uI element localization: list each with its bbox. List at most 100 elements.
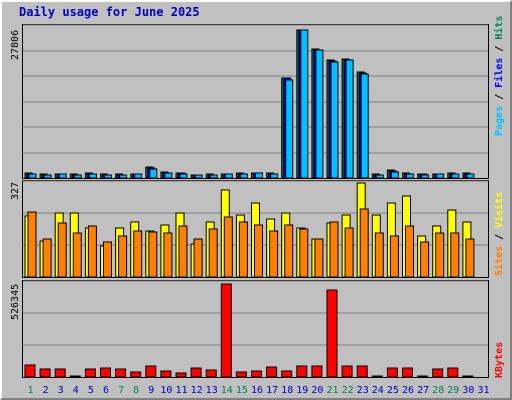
bar-pages-16 [255,172,263,179]
x-tick-label-14: 14 [221,385,233,396]
bar-sites-8 [133,230,143,278]
bar-pages-4 [73,174,82,179]
x-tick-label-19: 19 [296,385,308,396]
bar-pages-15 [239,173,248,179]
bar-pages-22 [345,59,354,179]
x-tick-label-20: 20 [311,385,323,396]
x-tick-label-7: 7 [118,385,124,396]
bar-pages-23 [360,73,369,179]
bar-kbytes-5 [84,368,96,378]
x-tick-label-13: 13 [206,385,218,396]
bar-kbytes-29 [447,367,459,378]
bar-kbytes-2 [39,368,51,378]
bar-pages-6 [104,174,112,179]
x-tick-label-31: 31 [477,385,489,396]
x-tick-label-8: 8 [133,385,139,396]
x-tick-label-12: 12 [191,385,203,396]
x-tick-label-16: 16 [251,385,263,396]
bar-sites-28 [435,232,445,278]
x-tick-label-6: 6 [103,385,109,396]
bar-sites-20 [314,238,324,278]
x-tick-label-5: 5 [88,385,94,396]
bar-sites-13 [208,228,218,278]
bar-pages-9 [149,168,158,179]
bar-sites-18 [284,224,294,278]
x-tick-label-22: 22 [342,385,354,396]
bar-kbytes-25 [386,367,398,378]
bar-sites-10 [163,232,173,278]
bar-pages-21 [330,61,339,179]
bar-sites-15 [238,221,248,278]
bar-sites-3 [57,222,67,278]
bar-sites-21 [329,221,339,278]
bar-sites-26 [405,225,414,278]
bar-kbytes-23 [356,365,368,378]
bar-kbytes-26 [402,367,413,378]
bar-pages-28 [436,173,445,179]
bar-sites-24 [374,232,384,278]
bar-kbytes-15 [235,371,247,378]
bar-sites-29 [450,232,460,278]
x-tick-label-18: 18 [281,385,293,396]
bar-kbytes-20 [311,365,323,378]
bar-pages-25 [390,171,399,179]
bar-kbytes-18 [281,370,293,378]
bar-kbytes-6 [100,367,111,378]
bar-sites-25 [389,235,399,278]
bar-pages-17 [270,173,279,179]
x-tick-label-25: 25 [387,385,399,396]
bar-sites-27 [420,241,430,278]
bar-kbytes-1 [24,364,36,378]
x-tick-label-26: 26 [402,385,414,396]
bar-pages-5 [88,173,97,179]
bar-pages-14 [224,173,233,179]
bar-kbytes-8 [130,371,142,378]
chart-title: Daily usage for June 2025 [19,5,200,19]
bar-sites-7 [118,235,128,278]
bar-pages-27 [421,174,430,179]
bar-sites-11 [178,225,188,278]
bar-sites-23 [359,208,369,278]
x-tick-label-21: 21 [326,385,338,396]
bar-kbytes-19 [296,365,308,378]
bar-kbytes-3 [54,368,66,378]
x-tick-label-17: 17 [266,385,278,396]
bar-pages-7 [119,174,128,179]
bar-sites-4 [72,232,82,278]
bar-pages-12 [194,174,203,179]
bar-kbytes-11 [175,372,187,378]
x-tick-label-11: 11 [175,385,187,396]
bar-pages-29 [451,173,460,179]
bar-pages-2 [43,174,52,179]
x-tick-label-23: 23 [357,385,369,396]
bar-pages-1 [28,173,37,179]
bar-pages-11 [179,173,188,179]
bar-kbytes-10 [160,370,172,378]
bar-kbytes-27 [417,375,429,378]
bar-pages-18 [285,79,294,179]
bar-sites-30 [465,238,475,278]
bar-kbytes-24 [371,375,383,378]
bar-kbytes-17 [266,366,278,378]
bar-pages-19 [300,29,309,179]
x-tick-label-27: 27 [417,385,429,396]
bar-pages-13 [209,174,218,179]
bar-sites-5 [87,225,97,278]
x-tick-label-3: 3 [58,385,64,396]
bar-pages-30 [466,173,475,179]
x-tick-label-28: 28 [432,385,444,396]
bar-pages-10 [164,172,173,179]
bar-kbytes-9 [145,365,157,378]
bar-kbytes-4 [69,375,81,378]
x-tick-label-29: 29 [447,385,459,396]
bar-kbytes-12 [190,367,202,378]
bar-kbytes-13 [205,369,217,378]
bar-kbytes-7 [115,368,127,378]
bar-pages-26 [406,173,414,179]
x-tick-label-4: 4 [73,385,79,396]
bar-pages-3 [58,173,67,179]
x-tick-label-2: 2 [43,385,49,396]
bar-sites-16 [254,224,263,278]
x-tick-label-10: 10 [160,385,172,396]
bar-kbytes-22 [341,365,353,378]
